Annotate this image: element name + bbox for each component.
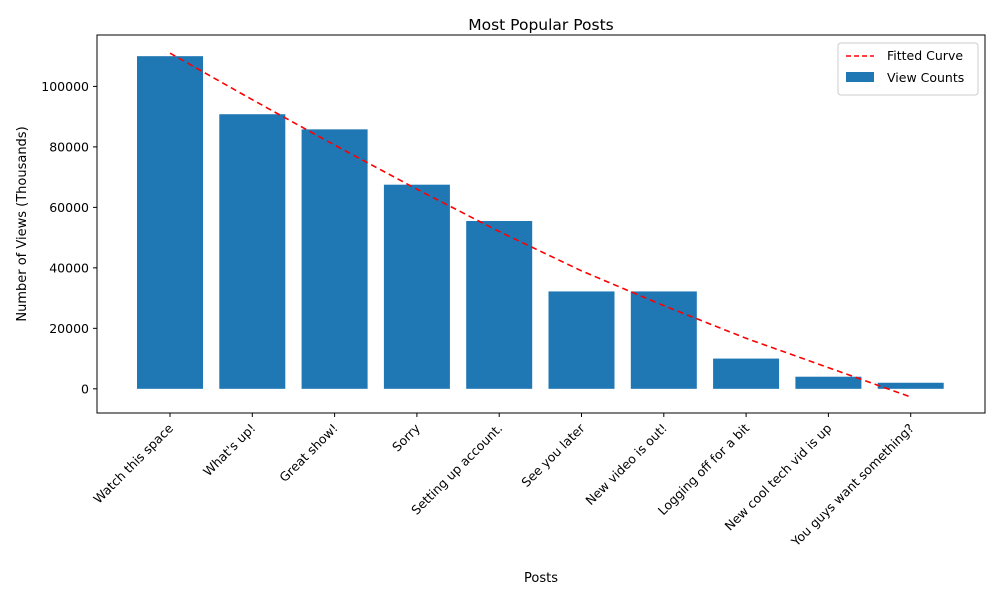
y-tick-label: 80000	[49, 139, 89, 154]
x-tick-label: What's up!	[200, 421, 258, 479]
bar	[713, 358, 780, 389]
x-tick-label: New video is out!	[582, 421, 670, 509]
bar	[877, 382, 944, 389]
x-tick-label: Setting up account.	[408, 421, 505, 518]
bar	[795, 376, 862, 389]
bar	[219, 114, 286, 389]
legend-label-fitted-curve: Fitted Curve	[887, 48, 963, 63]
x-tick-label: See you later	[518, 420, 588, 490]
y-tick-label: 20000	[49, 321, 89, 336]
x-tick-label: Sorry	[389, 420, 423, 454]
fitted-curve-line	[169, 52, 911, 398]
y-tick-label: 0	[81, 381, 89, 396]
legend-label-view-counts: View Counts	[887, 70, 964, 85]
x-axis-title: Posts	[524, 571, 558, 586]
y-tick-label: 40000	[49, 260, 89, 275]
bar	[466, 220, 533, 389]
legend: Fitted Curve View Counts	[837, 42, 979, 96]
x-axis: Watch this space What's up! Great show! Sor…	[90, 413, 917, 550]
bar	[137, 56, 203, 389]
x-tick-label: Watch this space	[90, 420, 176, 506]
bar	[630, 291, 697, 389]
y-tick-label: 100000	[41, 79, 89, 94]
plot-frame	[96, 34, 986, 414]
y-axis-title: Number of Views (Thousands)	[15, 126, 30, 321]
legend-swatch-view-counts	[846, 72, 874, 82]
bars-layer	[137, 56, 944, 389]
bar	[548, 291, 615, 389]
bar	[301, 129, 368, 389]
y-tick-label: 60000	[49, 200, 89, 215]
curve-layer	[169, 52, 911, 398]
bar	[383, 184, 450, 389]
y-axis: 0 20000 40000 60000 80000 100000	[41, 79, 97, 396]
x-tick-label: Logging off for a bit	[655, 420, 753, 518]
chart-title: Most Popular Posts	[468, 16, 614, 34]
x-tick-label: Great show!	[276, 421, 340, 485]
